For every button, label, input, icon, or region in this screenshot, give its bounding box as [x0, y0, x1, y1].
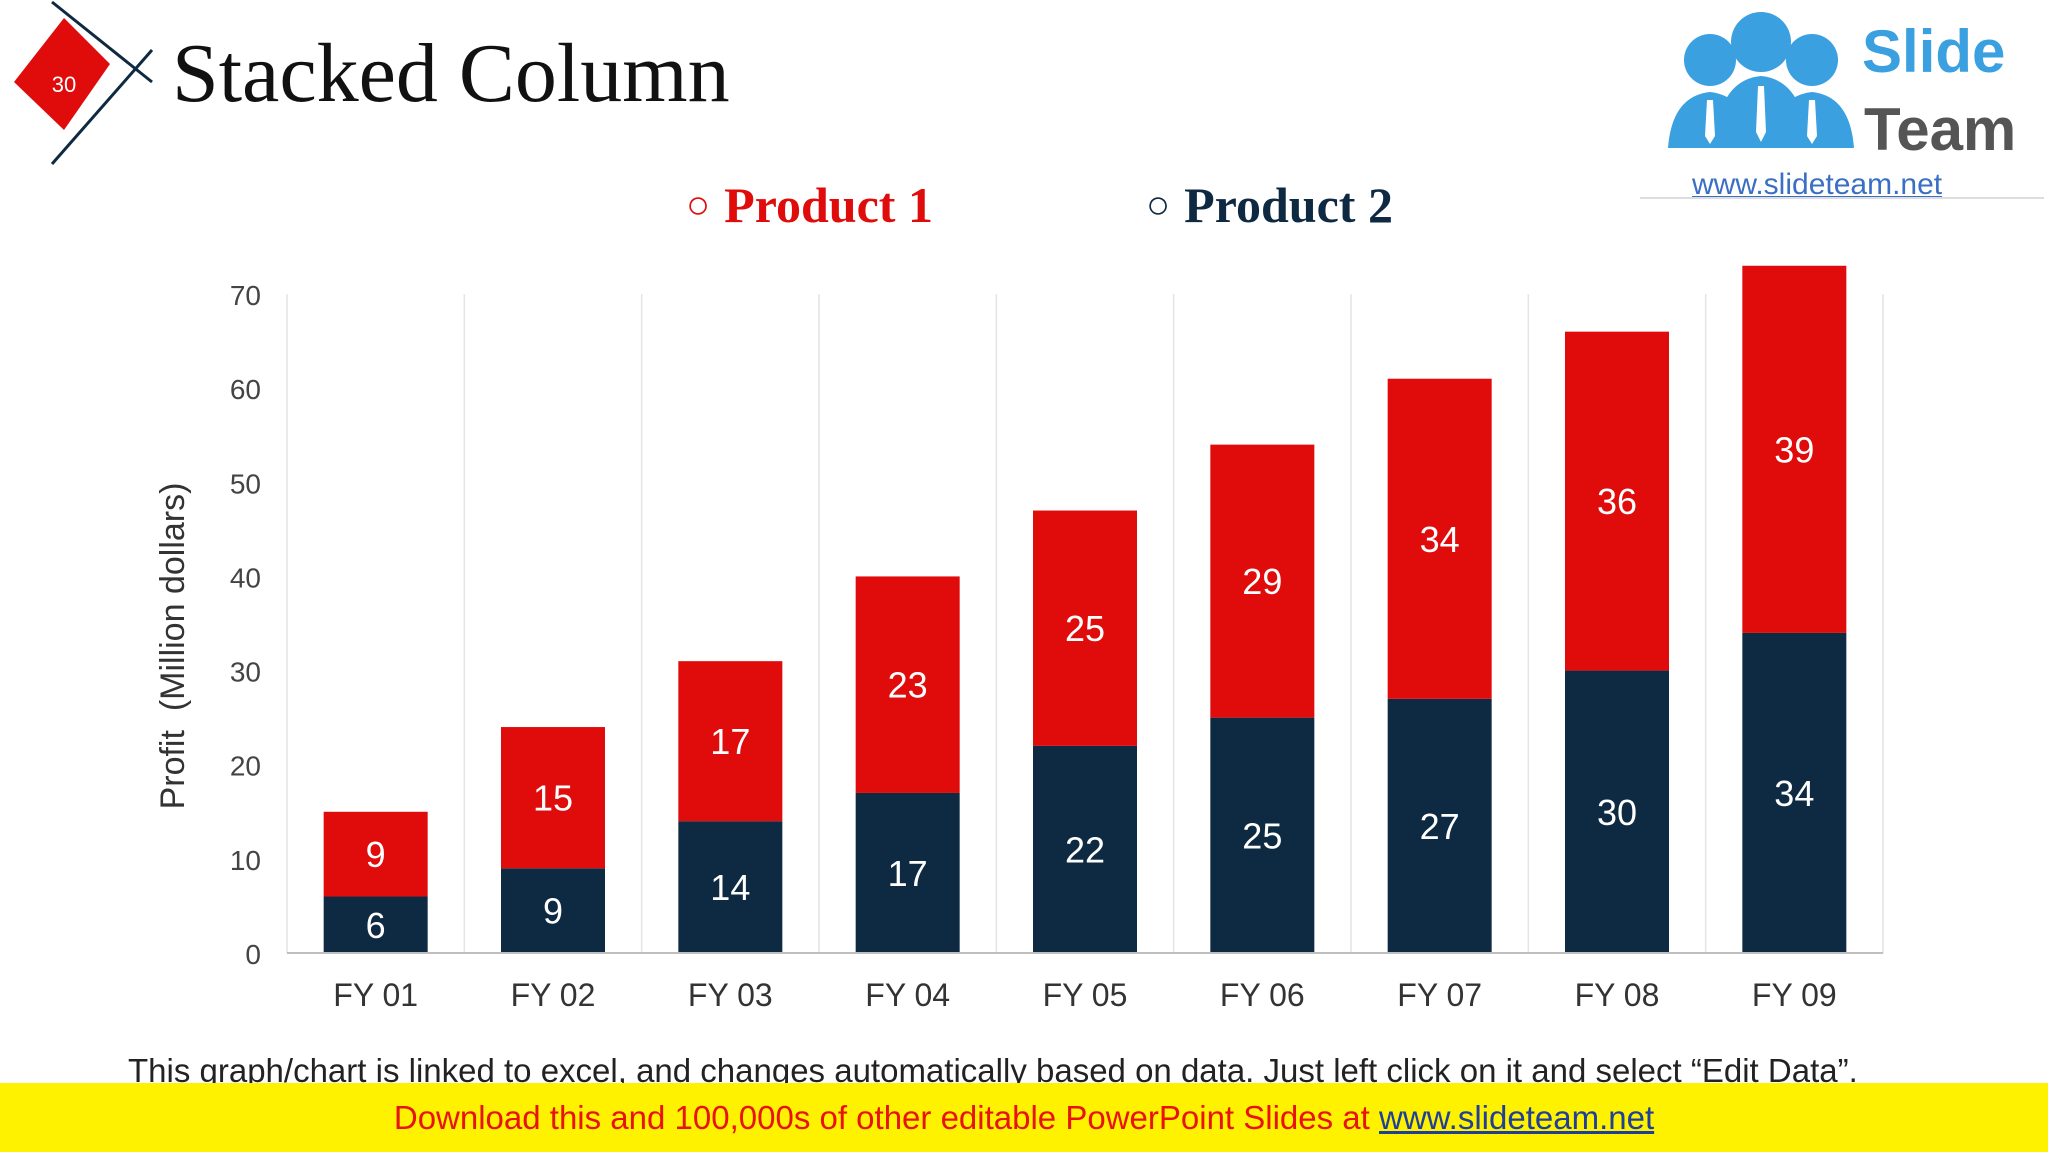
- data-label-product-2: 30: [1597, 792, 1637, 833]
- bar-product-1[interactable]: [1742, 265, 1847, 633]
- y-tick-label: 60: [230, 374, 261, 405]
- legend-item-product-1[interactable]: ○ Product 1: [686, 176, 933, 234]
- data-label-product-1: 23: [888, 665, 928, 706]
- badge-diamond-shape: [14, 18, 110, 130]
- logo-team-text: Team: [1864, 96, 2016, 163]
- data-label-product-2: 6: [366, 905, 386, 946]
- banner-text: Download this and 100,000s of other edit…: [393, 1099, 1379, 1136]
- x-tick-label: FY 05: [1043, 977, 1128, 1013]
- data-label-product-2: 14: [710, 867, 750, 908]
- data-label-product-2: 27: [1420, 806, 1460, 847]
- data-label-product-1: 17: [710, 721, 750, 762]
- y-ticks-layer: 0 10 20 30 40 50 60 70: [230, 280, 261, 970]
- y-tick-label: 0: [245, 939, 261, 970]
- bar-product-1[interactable]: [501, 727, 605, 869]
- bar-product-2[interactable]: [678, 821, 783, 953]
- legend-item-product-2[interactable]: ○ Product 2: [1146, 176, 1393, 234]
- data-label-product-2: 25: [1242, 815, 1282, 856]
- x-ticks-layer: FY 01 FY 02 FY 03 FY 04 FY 05 FY 06 FY 07 FY 08…: [333, 977, 1836, 1013]
- data-label-product-1: 15: [533, 778, 573, 819]
- x-tick-label: FY 02: [511, 977, 596, 1013]
- bar-product-2[interactable]: [1742, 632, 1847, 953]
- y-axis-title: Profit (Million dollars): [154, 483, 192, 810]
- y-tick-label: 70: [230, 280, 261, 311]
- chart-footnote: This graph/chart is linked to excel, and…: [128, 1052, 1858, 1089]
- data-label-product-2: 17: [888, 853, 928, 894]
- bar-product-2[interactable]: [1565, 670, 1669, 953]
- legend-marker-icon: ○: [1146, 182, 1171, 227]
- people-icon: [1668, 12, 1854, 148]
- bar-product-1[interactable]: [1210, 444, 1315, 718]
- bar-product-1[interactable]: [1565, 331, 1669, 671]
- download-banner: Download this and 100,000s of other edit…: [0, 1083, 2048, 1152]
- data-label-product-2: 34: [1774, 773, 1814, 814]
- banner-link[interactable]: www.slideteam.net: [1379, 1099, 1655, 1136]
- x-tick-label: FY 06: [1220, 977, 1305, 1013]
- y-tick-label: 40: [230, 562, 261, 593]
- data-label-product-2: 22: [1065, 829, 1105, 870]
- stacked-column-chart[interactable]: Profit (Million dollars) 6 9 9 15 14 17 17 23 22…: [0, 0, 2048, 1050]
- x-tick-label: FY 08: [1575, 977, 1660, 1013]
- bar-product-1[interactable]: [1033, 510, 1137, 746]
- slide-number: 30: [52, 72, 76, 97]
- data-label-product-1: 34: [1420, 519, 1460, 560]
- bar-product-1[interactable]: [678, 661, 783, 822]
- x-tick-label: FY 04: [865, 977, 950, 1013]
- logo-url[interactable]: www.slideteam.net: [1691, 168, 1943, 200]
- bar-product-2[interactable]: [501, 868, 605, 953]
- bar-product-2[interactable]: [1033, 745, 1137, 953]
- bar-product-1[interactable]: [855, 576, 960, 793]
- bar-product-2[interactable]: [1210, 717, 1315, 953]
- y-tick-label: 30: [230, 657, 261, 688]
- badge-line-2: [50, 49, 154, 165]
- bar-product-2[interactable]: [323, 896, 428, 953]
- legend-label-product-2: Product 2: [1184, 177, 1393, 233]
- data-label-product-1: 36: [1597, 481, 1637, 522]
- data-label-product-2: 9: [543, 891, 563, 932]
- data-label-product-1: 9: [366, 834, 386, 875]
- legend-marker-icon: ○: [686, 182, 711, 227]
- y-tick-label: 50: [230, 468, 261, 499]
- data-label-product-1: 25: [1065, 608, 1105, 649]
- slide-number-badge: 30: [14, 0, 154, 165]
- bars-layer: 6 9 9 15 14 17 17 23 22 25 25 29 27 34 30 36 34 39: [323, 265, 1847, 953]
- data-label-product-1: 39: [1774, 429, 1814, 470]
- x-tick-label: FY 01: [333, 977, 418, 1013]
- y-tick-label: 20: [230, 751, 261, 782]
- x-tick-label: FY 07: [1397, 977, 1482, 1013]
- bar-product-2[interactable]: [1387, 698, 1492, 953]
- slide-title: Stacked Column: [172, 27, 730, 120]
- legend-label-product-1: Product 1: [724, 177, 933, 233]
- x-tick-label: FY 09: [1752, 977, 1837, 1013]
- grid-layer: [286, 294, 1884, 953]
- bar-product-1[interactable]: [1387, 378, 1492, 699]
- logo-slide-text: Slide: [1862, 18, 2005, 85]
- bar-product-2[interactable]: [855, 792, 960, 953]
- data-label-product-1: 29: [1242, 561, 1282, 602]
- slideteam-logo: Slide Team www.slideteam.net: [1640, 12, 2044, 200]
- y-tick-label: 10: [230, 845, 261, 876]
- bar-product-1[interactable]: [323, 811, 428, 897]
- x-tick-label: FY 03: [688, 977, 773, 1013]
